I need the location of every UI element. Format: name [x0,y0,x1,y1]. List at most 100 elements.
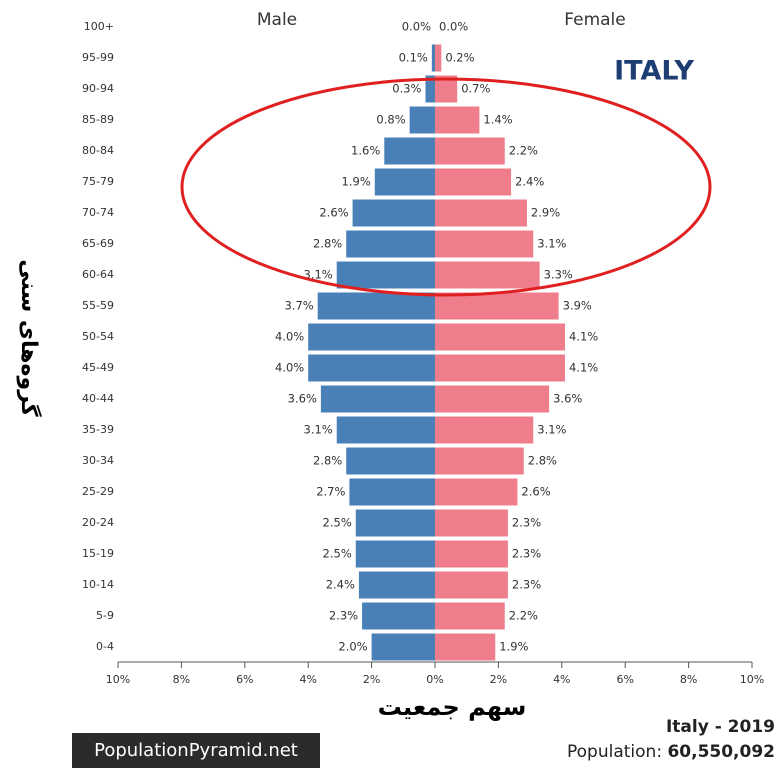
bar [435,540,508,568]
value-label: 2.4% [515,175,544,189]
y-tick-label: 75-79 [82,175,114,188]
bar [435,292,559,320]
value-label: 2.4% [326,578,355,592]
bar [435,416,534,444]
annotation: ITALY [614,56,694,87]
bar [346,230,435,258]
bar [435,633,496,661]
population-value: 60,550,092 [667,742,775,762]
value-label: 2.8% [313,454,342,468]
bar [409,106,435,134]
bar [371,633,435,661]
y-tick-label: 20-24 [82,516,114,529]
value-label: 0.1% [399,51,428,65]
bar [435,323,565,351]
x-tick-label: 4% [299,673,316,686]
value-label: 2.3% [512,516,541,530]
value-label: 3.1% [537,237,566,251]
y-tick-label: 100+ [84,20,114,33]
x-tick-label: 8% [173,673,190,686]
bar [358,571,435,599]
x-tick-label: 6% [616,673,633,686]
watermark-box [72,733,320,768]
value-label: 2.3% [512,547,541,561]
y-tick-label: 95-99 [82,51,114,64]
bar [435,385,550,413]
bar [425,75,435,103]
bar [336,261,435,289]
bar [384,137,435,165]
bar [435,44,442,72]
value-label: 3.1% [304,423,333,437]
value-label: 2.3% [512,578,541,592]
value-label: 2.6% [319,206,348,220]
value-label: 2.2% [509,609,538,623]
y-tick-label: 25-29 [82,485,114,498]
bar [320,385,435,413]
bar [435,230,534,258]
value-label: 4.1% [569,361,598,375]
value-label: 4.0% [275,361,304,375]
bar [346,447,435,475]
value-label: 2.5% [323,516,352,530]
bar [308,323,435,351]
y-axis-label: گروه‌های سنی [16,259,43,417]
value-label: 3.9% [563,299,592,313]
bar [374,168,435,196]
y-tick-label: 15-19 [82,547,114,560]
y-tick-label: 65-69 [82,237,114,250]
value-label: 2.6% [521,485,550,499]
value-label: 1.9% [499,640,528,654]
value-label: 3.6% [553,392,582,406]
watermark: PopulationPyramid.net [94,740,298,761]
value-label: 3.1% [304,268,333,282]
value-label: 2.7% [316,485,345,499]
bar [435,602,505,630]
x-tick-label: 8% [680,673,697,686]
bar [435,509,508,537]
population-line: Population: 60,550,092 [567,742,775,762]
value-label: 0.0% [439,20,468,34]
value-label: 3.6% [288,392,317,406]
series-label: Female [564,10,625,30]
y-tick-label: 55-59 [82,299,114,312]
value-label: 3.7% [284,299,313,313]
bar [435,137,505,165]
population-label: Population: [567,742,662,762]
y-tick-label: 30-34 [82,454,114,467]
bar [435,354,565,382]
bar [435,75,458,103]
value-label: 0.8% [376,113,405,127]
y-tick-label: 10-14 [82,578,114,591]
value-label: 4.0% [275,330,304,344]
y-tick-label: 80-84 [82,144,114,157]
bar [355,540,435,568]
x-tick-label: 2% [363,673,380,686]
bar [336,416,435,444]
y-tick-label: 60-64 [82,268,114,281]
x-tick-label: 2% [490,673,507,686]
value-label: 0.0% [402,20,431,34]
y-tick-label: 35-39 [82,423,114,436]
y-tick-label: 5-9 [96,609,114,622]
bar [349,478,435,506]
value-label: 1.9% [342,175,371,189]
x-axis-label: سهم جمعیت [378,693,527,721]
bar [362,602,435,630]
value-label: 2.2% [509,144,538,158]
value-label: 2.0% [338,640,367,654]
y-tick-label: 45-49 [82,361,114,374]
bar [355,509,435,537]
footer-title: Italy - 2019 [666,717,775,737]
series-label: Male [257,10,297,30]
bar [435,478,518,506]
bar [308,354,435,382]
y-tick-label: 50-54 [82,330,114,343]
value-label: 3.3% [544,268,573,282]
value-label: 3.1% [537,423,566,437]
bar [431,44,435,72]
bar [352,199,435,227]
value-label: 4.1% [569,330,598,344]
value-label: 2.3% [329,609,358,623]
bar [435,447,524,475]
